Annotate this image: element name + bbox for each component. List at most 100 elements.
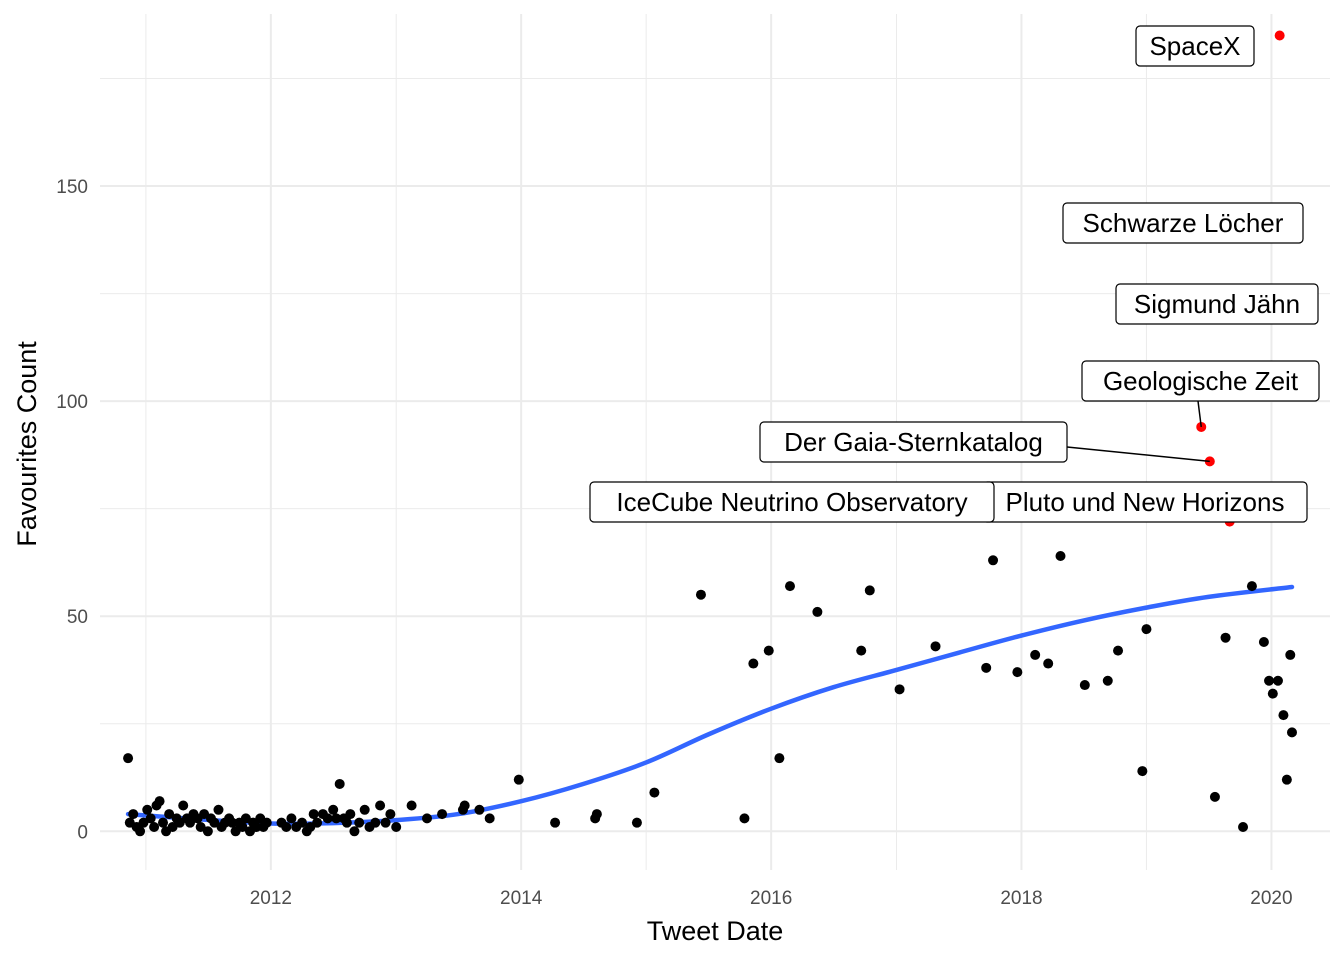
data-point: [1030, 649, 1041, 660]
data-point: [774, 753, 785, 764]
data-point: [748, 658, 759, 669]
annotation-text: Schwarze Löcher: [1083, 208, 1284, 238]
data-point: [375, 800, 386, 811]
data-point: [406, 800, 417, 811]
data-point: [1246, 581, 1257, 592]
annotation-label: Schwarze Löcher: [1062, 202, 1304, 244]
data-point: [380, 817, 391, 828]
data-point: [174, 817, 185, 828]
data-point: [894, 684, 905, 695]
data-point: [286, 813, 297, 824]
annotation-layer: SpaceX Schwarze Löcher Sigmund Jähn Geologi…: [589, 25, 1320, 523]
data-point: [1141, 624, 1152, 635]
data-point: [459, 800, 470, 811]
data-point: [1281, 774, 1292, 785]
data-point: [1286, 727, 1297, 738]
data-point: [328, 804, 339, 815]
annotation-box: [1115, 283, 1319, 325]
data-point: [123, 753, 134, 764]
points-layer: [123, 550, 1297, 837]
x-tick-label: 2020: [1250, 888, 1292, 909]
data-point: [334, 778, 345, 789]
annotation-box: [1135, 25, 1255, 67]
annotation-leader: [1197, 400, 1202, 428]
data-point: [331, 813, 342, 824]
data-point: [784, 581, 795, 592]
data-point: [359, 804, 370, 815]
data-point: [1267, 688, 1278, 699]
data-point: [149, 821, 160, 832]
y-tick-label: 0: [77, 822, 88, 843]
data-point: [474, 804, 485, 815]
data-point: [856, 645, 867, 656]
y-axis-title: Favourites Count: [12, 341, 42, 547]
data-point: [167, 821, 178, 832]
data-point: [981, 662, 992, 673]
annotation-label: Geologische Zeit: [1081, 360, 1320, 402]
data-point: [1278, 710, 1289, 721]
data-point: [812, 606, 823, 617]
major-gridlines: [100, 14, 1330, 870]
data-point: [261, 817, 272, 828]
data-point: [341, 817, 352, 828]
data-point: [422, 813, 433, 824]
data-point: [739, 813, 750, 824]
data-point: [550, 817, 561, 828]
annotation-text: Sigmund Jähn: [1134, 289, 1300, 319]
data-point: [591, 809, 602, 820]
data-point: [385, 809, 396, 820]
x-tick-label: 2016: [750, 888, 792, 909]
data-point: [1238, 821, 1249, 832]
annotation-text: IceCube Neutrino Observatory: [616, 487, 967, 517]
data-point: [349, 826, 360, 837]
data-point: [1258, 637, 1269, 648]
data-point: [154, 796, 165, 807]
data-point: [297, 817, 308, 828]
data-point: [1055, 550, 1066, 561]
data-point: [308, 809, 319, 820]
data-point: [185, 817, 196, 828]
annotation-text: Geologische Zeit: [1103, 366, 1299, 396]
data-point: [763, 645, 774, 656]
data-point: [240, 813, 251, 824]
data-point: [1137, 766, 1148, 777]
x-tick-label: 2018: [1000, 888, 1042, 909]
annotation-text: SpaceX: [1149, 31, 1240, 61]
x-axis-title: Tweet Date: [647, 916, 784, 946]
data-point: [209, 817, 220, 828]
data-point: [1209, 791, 1220, 802]
trend-line: [125, 584, 1295, 827]
data-point: [864, 585, 875, 596]
data-point: [437, 809, 448, 820]
data-point: [195, 821, 206, 832]
data-point: [370, 817, 381, 828]
minor-gridlines: [100, 14, 1330, 870]
data-point: [1264, 675, 1275, 686]
data-point: [1272, 675, 1283, 686]
highlighted-point: [1274, 30, 1285, 41]
data-point: [128, 809, 139, 820]
data-point: [164, 809, 175, 820]
data-point: [345, 809, 356, 820]
data-point: [202, 826, 213, 837]
data-point: [1220, 632, 1231, 643]
data-point: [1012, 667, 1023, 678]
x-axis-ticks: 2012 2014 2016 2018 2020: [250, 888, 1293, 909]
data-point: [354, 817, 365, 828]
annotation-label: Sigmund Jähn: [1115, 283, 1319, 325]
data-point: [227, 817, 238, 828]
annotation-label: IceCube Neutrino Observatory: [589, 481, 995, 523]
y-axis-ticks: 0 50 100 150: [56, 177, 88, 843]
data-point: [312, 817, 323, 828]
data-point: [1113, 645, 1124, 656]
data-point: [391, 821, 402, 832]
data-point: [513, 774, 524, 785]
data-point: [484, 813, 495, 824]
y-tick-label: 150: [56, 177, 88, 198]
data-point: [695, 589, 706, 600]
data-point: [281, 821, 292, 832]
data-point: [213, 804, 224, 815]
y-tick-label: 100: [56, 392, 88, 413]
data-point: [1285, 649, 1296, 660]
